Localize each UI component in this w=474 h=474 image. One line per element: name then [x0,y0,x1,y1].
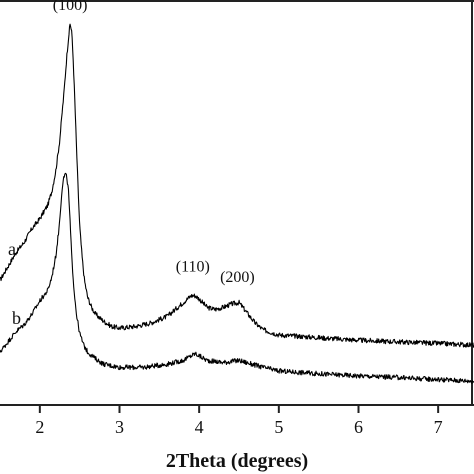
peak-label-100: (100) [53,0,88,14]
series-line-b [0,172,474,384]
series-line-a [0,23,474,348]
series-label-a: a [8,239,16,259]
x-tick-label-3: 3 [115,417,124,437]
x-tick-label-7: 7 [434,417,443,437]
plot-frame [0,0,474,406]
series-layer [0,23,474,384]
x-tick-label-4: 4 [195,417,204,437]
x-tick-label-5: 5 [274,417,283,437]
x-tick-label-2: 2 [35,417,44,437]
x-tick-label-6: 6 [354,417,363,437]
peak-label-110: (110) [176,259,210,276]
series-label-b: b [12,308,21,328]
x-ticks: 2 3 4 5 6 7 [35,405,443,437]
peak-label-200: (200) [220,269,255,286]
x-axis-title: 2Theta (degrees) [166,450,308,472]
annotation-layer: (100) (110) (200) [53,0,255,286]
